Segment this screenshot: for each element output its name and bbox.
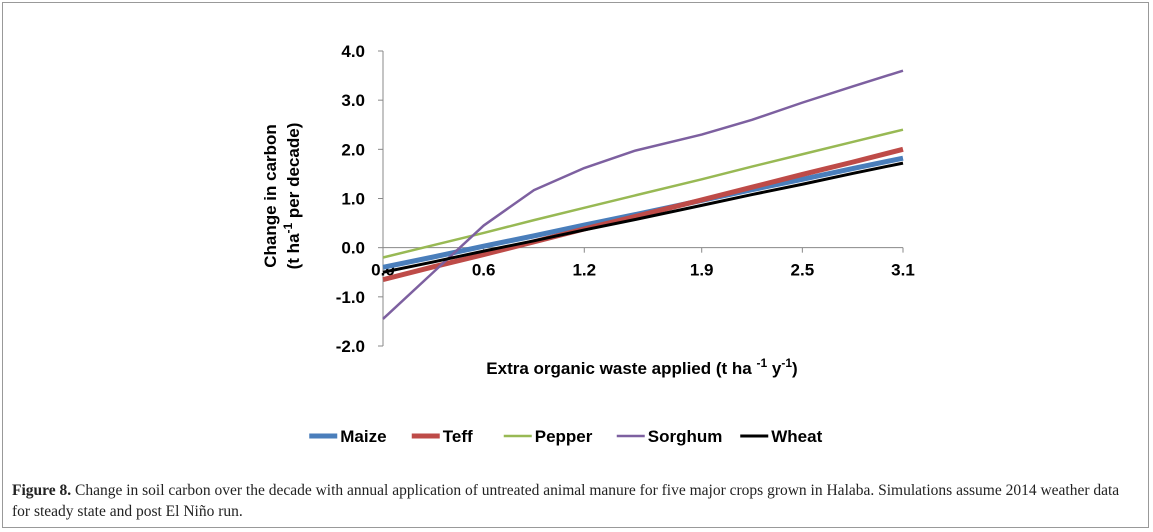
- y-tick-label: 1.0: [341, 190, 365, 209]
- series-line: [382, 69, 904, 320]
- legend-label: Sorghum: [648, 427, 723, 446]
- y-tick-label: 0.0: [341, 239, 365, 258]
- x-tick-label: 3.1: [891, 261, 915, 280]
- caption-text: Change in soil carbon over the decade wi…: [12, 482, 1120, 520]
- x-axis-title: Extra organic waste applied (t ha -1 y-1…: [486, 356, 797, 378]
- legend-label: Maize: [340, 427, 386, 446]
- label-part: Extra organic waste applied (t ha: [486, 359, 756, 378]
- y-tick-label: -2.0: [336, 337, 365, 356]
- x-tick-label: 1.2: [572, 261, 596, 280]
- y-tick-label: -1.0: [336, 288, 365, 307]
- superscript: -1: [281, 222, 295, 233]
- legend-label: Wheat: [771, 427, 822, 446]
- legend-label: Pepper: [535, 427, 593, 446]
- chart: -2.0-1.00.01.02.03.04.00.0 0.6 1.2 1.9 2.5 3.…: [261, 42, 915, 446]
- legend-label: Teff: [443, 427, 473, 446]
- y-tick-label: 2.0: [341, 140, 365, 159]
- label-part: y: [767, 359, 782, 378]
- x-tick-label: 2.5: [791, 261, 815, 280]
- x-tick-label: 1.9: [690, 261, 714, 280]
- label-part: (t ha: [284, 233, 303, 269]
- series-line: [382, 128, 904, 259]
- series-line: [382, 161, 904, 274]
- superscript: -1: [781, 356, 792, 370]
- series-line: [382, 146, 904, 283]
- caption: Figure 8. Change in soil carbon over the…: [12, 480, 1132, 522]
- x-tick-label: 0.6: [472, 261, 496, 280]
- y-tick-label: 3.0: [341, 91, 365, 110]
- y-tick-label: 4.0: [341, 42, 365, 61]
- caption-label: Figure 8.: [12, 482, 72, 499]
- y-axis-title: (t ha-1 per decade): [281, 123, 303, 270]
- label-part: ): [792, 359, 798, 378]
- superscript: -1: [756, 356, 767, 370]
- y-axis-title: Change in carbon: [261, 124, 280, 268]
- label-part: per decade): [284, 123, 303, 223]
